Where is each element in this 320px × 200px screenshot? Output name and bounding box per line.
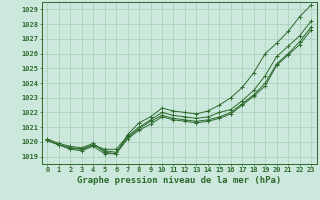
X-axis label: Graphe pression niveau de la mer (hPa): Graphe pression niveau de la mer (hPa) (77, 176, 281, 185)
